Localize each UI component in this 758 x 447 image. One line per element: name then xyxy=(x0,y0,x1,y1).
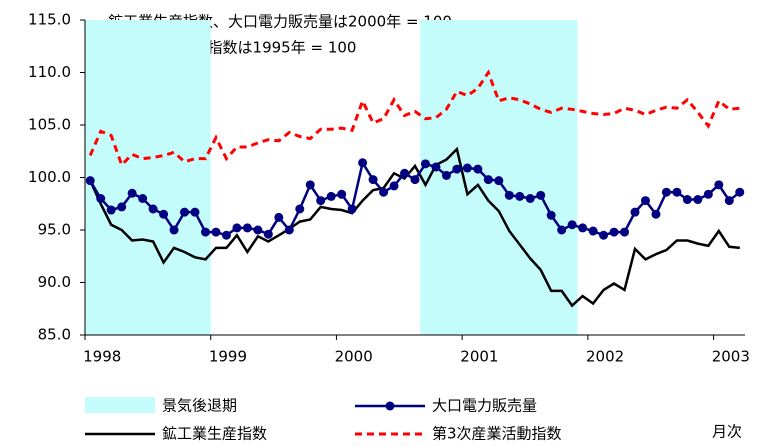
x-tick-label: 2000 xyxy=(335,348,373,366)
series-marker xyxy=(630,207,640,217)
series-marker xyxy=(221,230,231,240)
x-tick-label: 2001 xyxy=(460,348,498,366)
series-marker xyxy=(462,163,472,173)
series-marker xyxy=(735,187,745,197)
series-marker xyxy=(211,227,221,237)
y-tick-label: 110.0 xyxy=(28,63,71,81)
series-marker xyxy=(305,180,315,190)
series-marker xyxy=(578,223,588,233)
series-marker xyxy=(536,190,546,200)
series-marker xyxy=(253,225,263,235)
recession-band xyxy=(85,20,211,335)
legend-label: 第3次産業活動指数 xyxy=(432,425,562,443)
series-marker xyxy=(473,164,483,174)
series-marker xyxy=(620,227,630,237)
legend-marker xyxy=(385,401,395,411)
series-line xyxy=(89,146,740,308)
series-marker xyxy=(284,225,294,235)
series-marker xyxy=(494,176,504,186)
series-marker xyxy=(368,175,378,185)
y-tick-label: 100.0 xyxy=(28,168,71,186)
series-marker xyxy=(452,164,462,174)
series-marker xyxy=(232,223,242,233)
y-tick-label: 90.0 xyxy=(38,273,71,291)
series-marker xyxy=(127,188,137,198)
series-marker xyxy=(441,170,451,180)
series-marker xyxy=(567,220,577,230)
series-marker xyxy=(682,195,692,205)
series-marker xyxy=(316,196,326,206)
x-tick-label: 1999 xyxy=(209,348,247,366)
series-marker xyxy=(672,187,682,197)
series-marker xyxy=(525,194,535,203)
x-tick-label: 2003 xyxy=(712,348,750,366)
y-tick-label: 85.0 xyxy=(38,326,71,344)
series-marker xyxy=(138,194,148,203)
series-marker xyxy=(96,194,106,203)
series-marker xyxy=(515,191,525,201)
series-marker xyxy=(295,204,305,214)
legend-swatch xyxy=(85,397,155,413)
series-marker xyxy=(85,176,95,186)
y-tick-label: 95.0 xyxy=(38,221,71,239)
series-marker xyxy=(190,207,200,217)
series-marker xyxy=(410,175,420,185)
series-marker xyxy=(504,190,514,200)
series-marker xyxy=(180,207,190,217)
series-marker xyxy=(599,230,609,240)
series-marker xyxy=(640,196,650,206)
legend-label: 鉱工業生産指数 xyxy=(162,425,267,443)
series-marker xyxy=(148,204,158,214)
series-marker xyxy=(588,226,598,236)
series-marker xyxy=(326,191,336,201)
series-marker xyxy=(724,196,734,206)
series-line xyxy=(88,69,740,168)
series-marker xyxy=(106,205,116,215)
series-marker xyxy=(703,189,713,199)
series-marker xyxy=(379,187,389,197)
series-marker xyxy=(714,180,724,190)
x-tick-label: 1998 xyxy=(83,348,121,366)
series-marker xyxy=(389,181,399,191)
series-marker xyxy=(557,225,567,235)
y-tick-label: 115.0 xyxy=(28,11,71,29)
x-tick-label: 2002 xyxy=(586,348,624,366)
series-marker xyxy=(274,212,284,222)
series-marker xyxy=(431,162,441,172)
legend-label: 景気後退期 xyxy=(162,397,237,415)
series-marker xyxy=(693,195,703,205)
series-marker xyxy=(200,227,210,237)
series-marker xyxy=(358,158,368,168)
series-marker xyxy=(400,168,410,178)
series-marker xyxy=(337,189,347,199)
legend-label: 大口電力販売量 xyxy=(432,397,537,415)
series-marker xyxy=(651,209,661,219)
series-marker xyxy=(159,209,169,219)
series-marker xyxy=(546,210,556,220)
series-marker xyxy=(483,175,493,185)
series-marker xyxy=(242,223,252,233)
series-marker xyxy=(347,204,357,214)
series-marker xyxy=(420,159,430,169)
frequency-label: 月次 xyxy=(712,423,742,441)
series-marker xyxy=(661,187,671,197)
y-tick-label: 105.0 xyxy=(28,116,71,134)
series-marker xyxy=(263,229,273,239)
series-marker xyxy=(609,227,619,237)
series-marker xyxy=(117,202,127,212)
series-marker xyxy=(169,225,179,235)
